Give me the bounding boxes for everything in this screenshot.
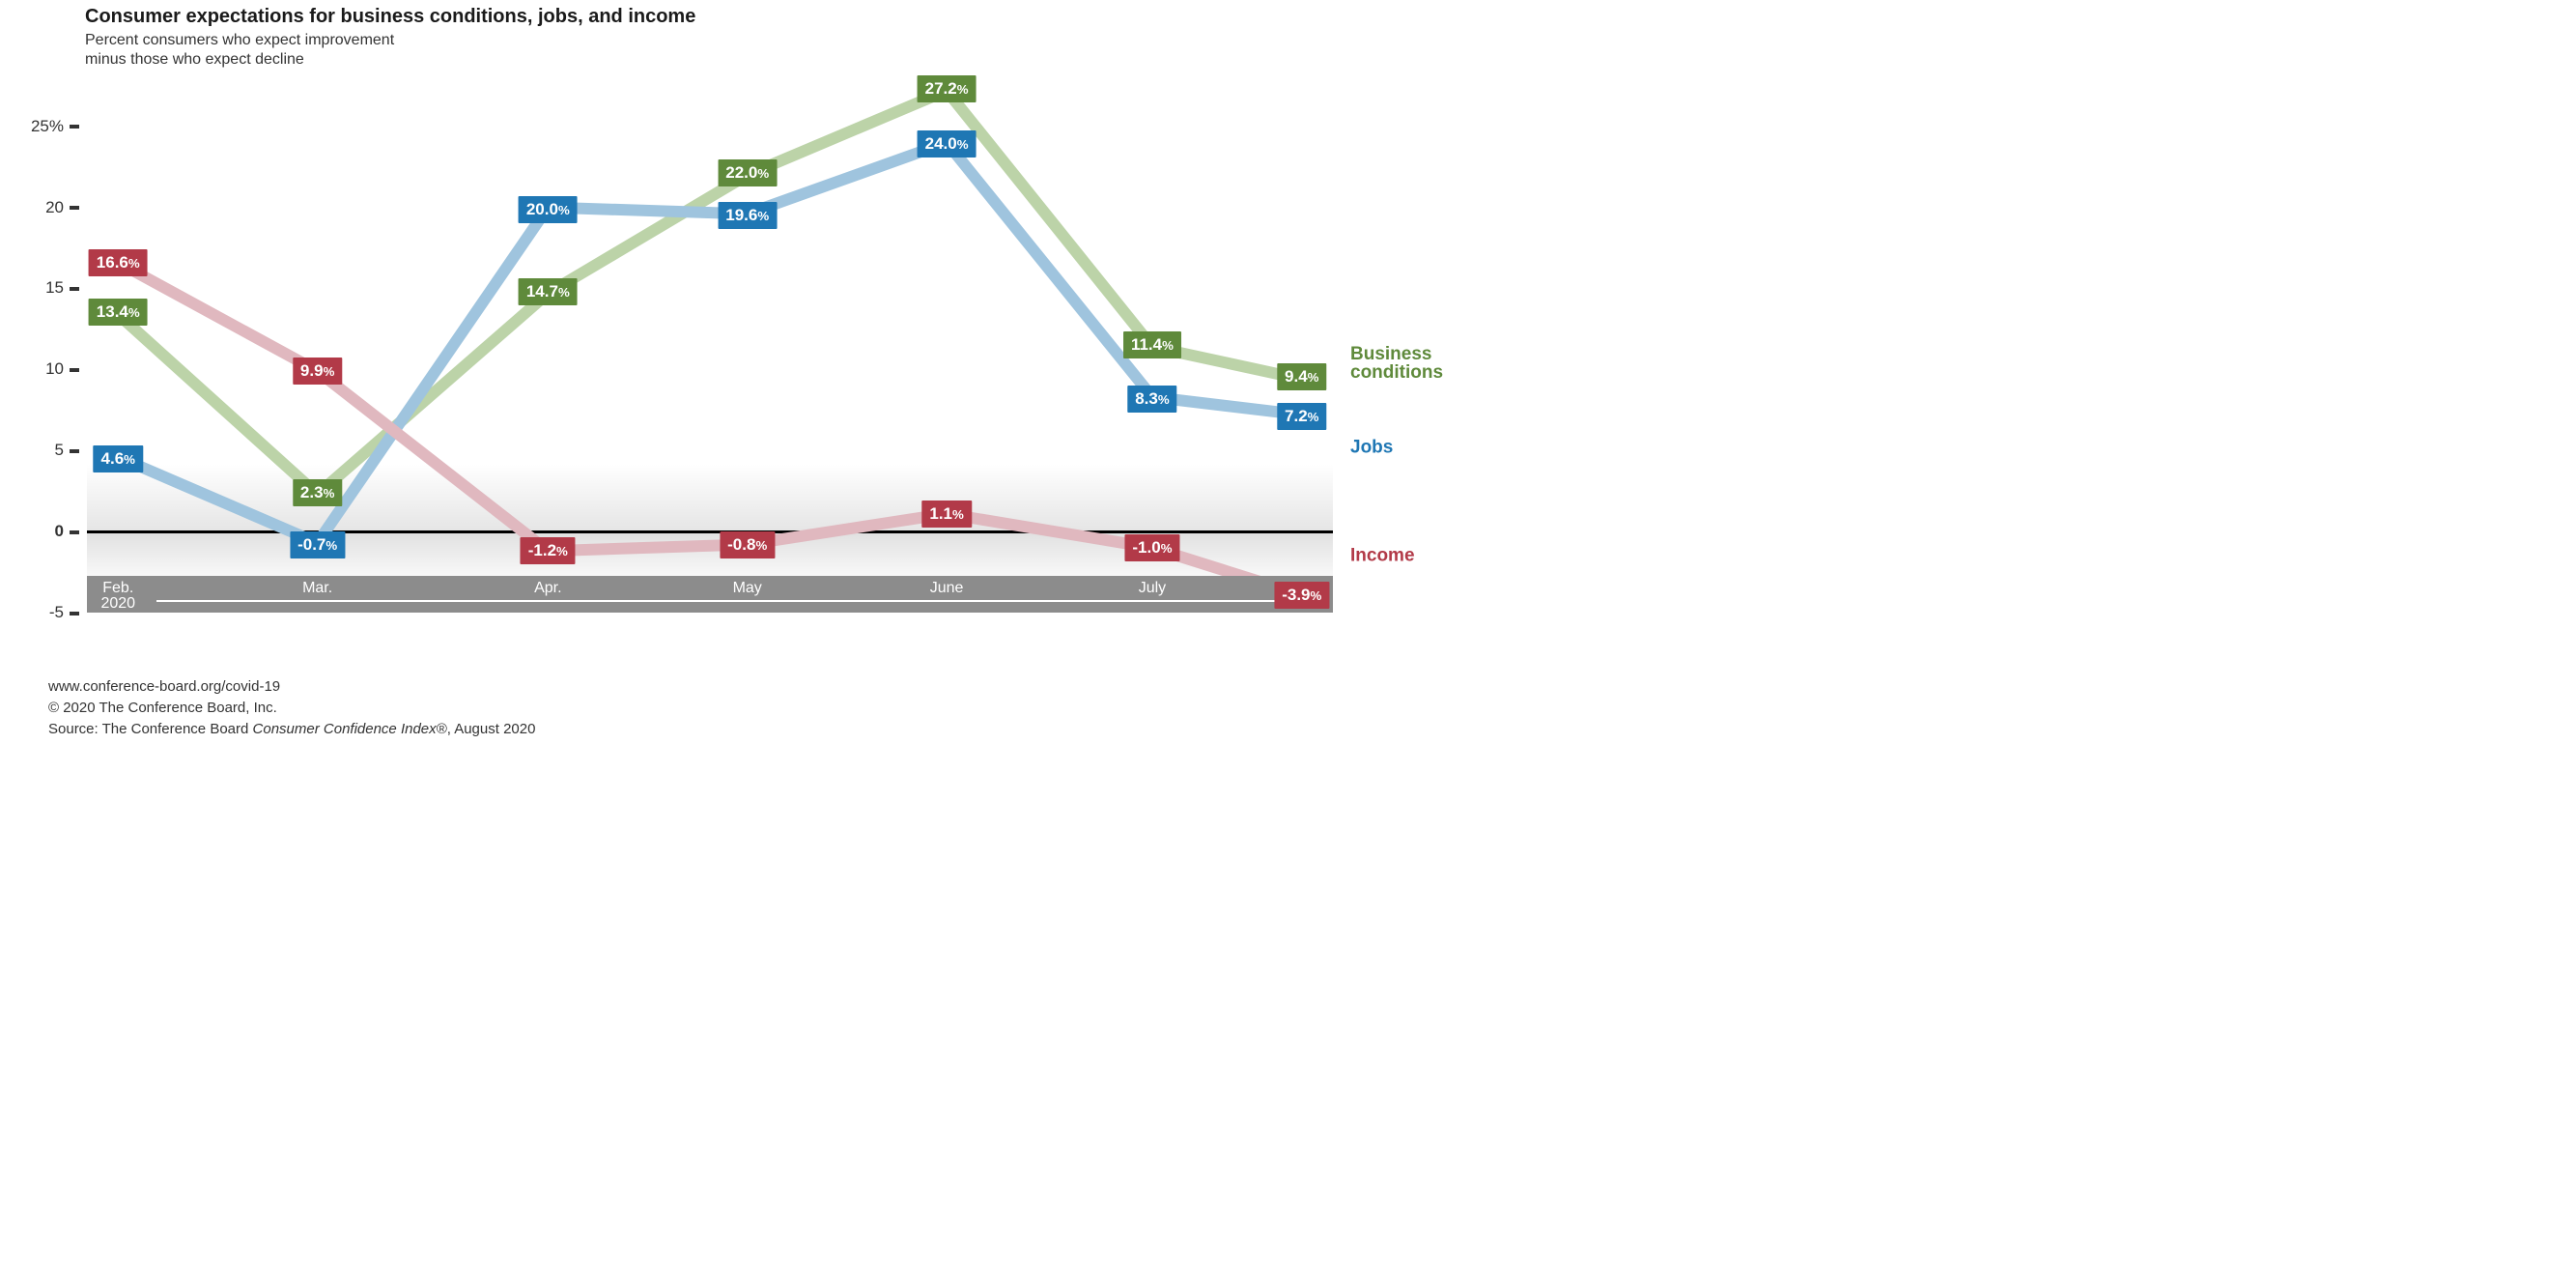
value-tag-income: -1.0%	[1124, 534, 1179, 561]
chart-title: Consumer expectations for business condi…	[85, 6, 695, 28]
y-tick: 10	[45, 359, 87, 379]
value-tag-business: 13.4%	[89, 299, 148, 326]
y-tick: 15	[45, 278, 87, 298]
value-tag-business: 2.3%	[293, 479, 342, 506]
value-tag-business: 14.7%	[519, 278, 578, 305]
x-tick: May	[733, 580, 762, 597]
subtitle-line-2: minus those who expect decline	[85, 51, 304, 68]
chart-container: Consumer expectations for business condi…	[0, 0, 1487, 744]
value-tag-jobs: 20.0%	[519, 196, 578, 223]
value-tag-business: 22.0%	[718, 159, 777, 186]
x-tick: June	[930, 580, 964, 597]
series-label-income: Income	[1350, 547, 1415, 565]
value-tag-jobs: 19.6%	[718, 202, 777, 229]
value-tag-jobs: 24.0%	[918, 130, 977, 157]
value-tag-income: -0.8%	[720, 531, 775, 558]
value-tag-business: 27.2%	[918, 75, 977, 102]
footer-source: Source: The Conference Board Consumer Co…	[48, 719, 535, 740]
x-year: 2020	[100, 595, 135, 613]
y-tick: -5	[49, 603, 87, 622]
y-tick: 5	[55, 441, 87, 460]
series-label-business: Businessconditions	[1350, 345, 1443, 382]
footer-url: www.conference-board.org/covid-19	[48, 676, 535, 698]
value-tag-income: 9.9%	[293, 358, 342, 385]
footer-copyright: © 2020 The Conference Board, Inc.	[48, 698, 535, 719]
series-label-jobs: Jobs	[1350, 438, 1393, 456]
x-tick: Mar.	[302, 580, 332, 597]
value-tag-business: 11.4%	[1123, 331, 1181, 358]
value-tag-jobs: 4.6%	[94, 445, 143, 472]
plot-area: Feb.Mar.Apr.MayJuneJulyAug.2020 -5051015…	[87, 70, 1333, 613]
series-business	[118, 91, 1302, 495]
subtitle-line-1: Percent consumers who expect improvement	[85, 32, 394, 48]
chart-footer: www.conference-board.org/covid-19 © 2020…	[48, 676, 535, 739]
value-tag-income: 16.6%	[89, 249, 148, 276]
value-tag-jobs: 7.2%	[1277, 403, 1326, 430]
y-tick: 0	[55, 522, 87, 541]
x-tick: July	[1139, 580, 1166, 597]
value-tag-jobs: 8.3%	[1127, 386, 1176, 413]
value-tag-business: 9.4%	[1277, 363, 1326, 390]
value-tag-income: -1.2%	[521, 537, 576, 564]
value-tag-income: 1.1%	[921, 501, 971, 528]
x-tick: Apr.	[534, 580, 561, 597]
value-tag-jobs: -0.7%	[290, 531, 345, 558]
y-tick: 20	[45, 198, 87, 217]
value-tag-income: -3.9%	[1274, 582, 1329, 609]
x-axis-band: Feb.Mar.Apr.MayJuneJulyAug.2020	[87, 576, 1333, 613]
chart-subtitle: Percent consumers who expect improvement…	[85, 31, 394, 70]
x-arrow	[156, 600, 1316, 602]
y-tick: 25%	[31, 117, 87, 136]
